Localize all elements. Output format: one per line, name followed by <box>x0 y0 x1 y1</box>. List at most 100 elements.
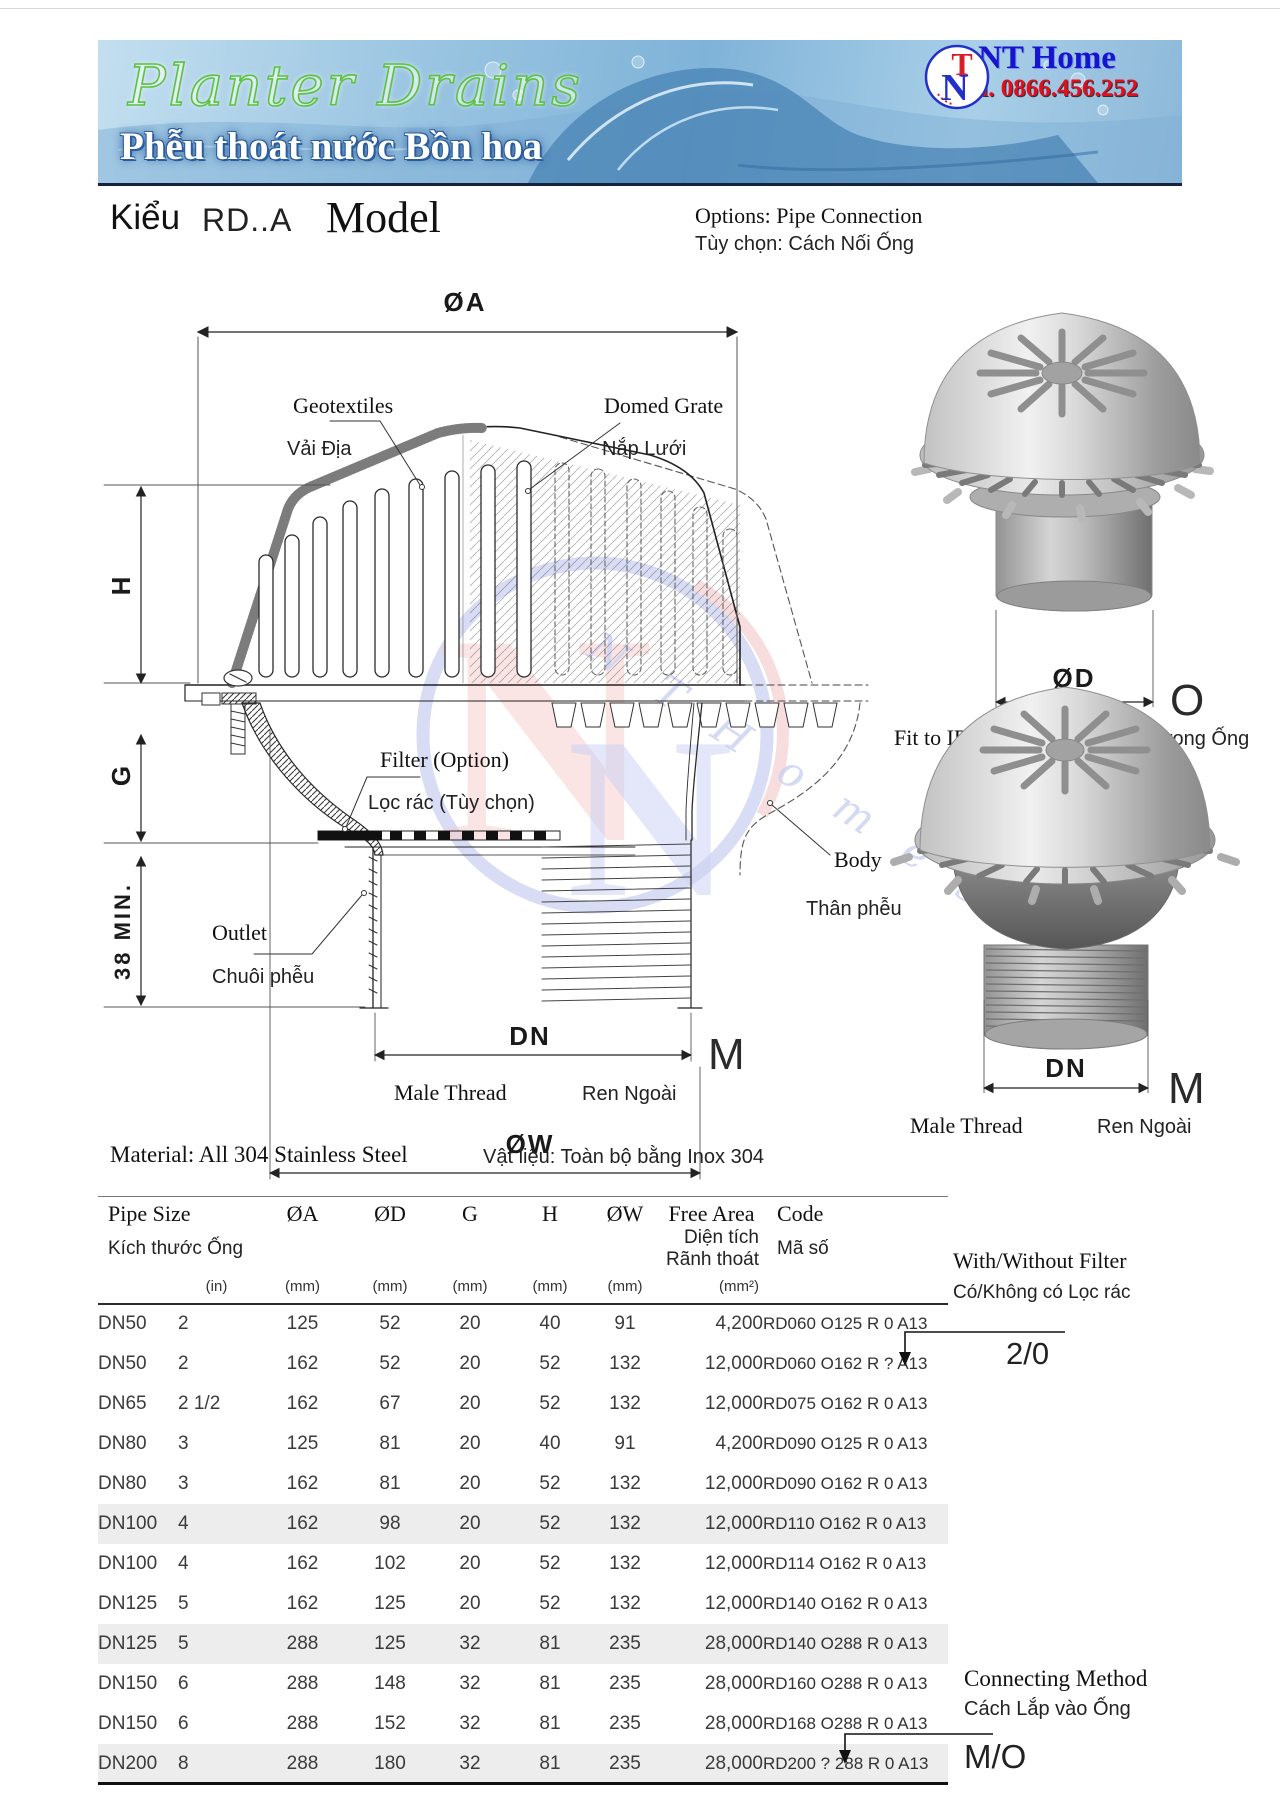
cell-inch: 8 <box>178 1752 189 1774</box>
dim-label-ow: ØW <box>506 1129 555 1159</box>
cell-inch: 5 <box>178 1592 189 1614</box>
cell-g: 20 <box>459 1512 481 1534</box>
cell-g: 32 <box>459 1752 481 1774</box>
cell-g: 20 <box>459 1592 481 1614</box>
cell-inch: 2 <box>178 1313 189 1335</box>
nt-home-logo-icon: T N <box>924 44 990 110</box>
clamp-bolt <box>201 669 257 755</box>
cell-d: 180 <box>374 1752 406 1774</box>
cell-w: 132 <box>609 1552 641 1574</box>
model-code: RD..A <box>202 202 293 238</box>
col-pipe-size: Pipe Size <box>108 1201 191 1226</box>
col-free-area: Free Area <box>668 1201 755 1226</box>
connect-note-vi: Cách Lắp vào Ống <box>964 1698 1131 1720</box>
cell-area: 28,000 <box>704 1672 763 1694</box>
model-label-en: Model <box>326 193 441 242</box>
unit-mm-g: (mm) <box>430 1270 510 1305</box>
cell-h: 52 <box>539 1512 561 1534</box>
cell-d: 152 <box>374 1712 406 1734</box>
cell-code: RD140 O162 R 0 A13 <box>763 1593 928 1613</box>
filter-en: Filter (Option) <box>380 747 509 772</box>
marker-o: O <box>1170 676 1204 725</box>
cell-w: 235 <box>609 1712 641 1734</box>
cell-a: 162 <box>286 1392 319 1414</box>
cell-g: 20 <box>459 1352 481 1374</box>
connect-note-value: M/O <box>964 1738 1027 1775</box>
cell-d: 81 <box>379 1432 401 1454</box>
cell-inch: 2 <box>178 1352 189 1374</box>
male-thread-vi: Ren Ngoài <box>582 1083 677 1105</box>
cell-g: 20 <box>459 1472 481 1494</box>
domed-grate-vi: Nắp Lưới <box>602 437 686 460</box>
marker-m2: M <box>1168 1064 1205 1113</box>
free-area-vi-line1: Diện tích <box>684 1227 759 1248</box>
col-oa: ØA <box>286 1201 319 1226</box>
brand-name: NT Home <box>978 40 1116 76</box>
spec-row: DN50 2 162 52 20 52 132 12,000 RD060 O162 R ? A1… <box>98 1344 948 1384</box>
cell-dn: DN125 <box>98 1632 158 1654</box>
cell-a: 288 <box>286 1672 319 1694</box>
cell-d: 148 <box>374 1672 406 1694</box>
cell-a: 162 <box>286 1552 319 1574</box>
cell-d: 52 <box>379 1352 401 1374</box>
male-thread-en: Male Thread <box>394 1080 507 1105</box>
cell-h: 81 <box>539 1632 561 1654</box>
cell-inch: 4 <box>178 1552 189 1574</box>
cell-a: 162 <box>286 1592 319 1614</box>
cell-w: 235 <box>609 1752 641 1774</box>
cell-h: 81 <box>539 1752 561 1774</box>
cell-w: 132 <box>609 1352 641 1374</box>
cell-code: RD090 O125 R 0 A13 <box>763 1433 928 1453</box>
cell-g: 20 <box>459 1392 481 1414</box>
cell-h: 81 <box>539 1712 561 1734</box>
technical-diagram: N N N T H o m e s ØA <box>103 287 1249 1180</box>
cell-inch: 3 <box>178 1432 189 1454</box>
cell-a: 162 <box>286 1512 319 1534</box>
logo-letter-n: N <box>941 67 968 109</box>
spec-row: DN150 6 288 152 32 81 235 28,000 RD168 O288 R 0 … <box>98 1704 948 1744</box>
cell-dn: DN150 <box>98 1712 158 1734</box>
outlet-en: Outlet <box>212 920 267 945</box>
cell-code: RD160 O288 R 0 A13 <box>763 1673 928 1693</box>
grate-slots-left <box>258 460 532 678</box>
dim-label-dn2: DN <box>1045 1053 1087 1083</box>
cell-dn: DN50 <box>98 1352 147 1374</box>
product-render-spigot: ØD O Fit to ID of Pipe Lắp vào Trong Ống <box>894 312 1249 750</box>
material-en: Material: All 304 Stainless Steel <box>110 1142 408 1167</box>
cell-area: 12,000 <box>704 1512 763 1534</box>
spec-table-body: DN50 2 125 52 20 40 91 4,200 RD060 O125 R 0 A13 D… <box>98 1304 948 1784</box>
cell-a: 162 <box>286 1472 319 1494</box>
cell-dn: DN50 <box>98 1313 147 1335</box>
cell-a: 162 <box>286 1352 319 1374</box>
filter-note-en: With/Without Filter <box>953 1248 1127 1273</box>
cell-code: RD168 O288 R 0 A13 <box>763 1713 928 1733</box>
cell-h: 52 <box>539 1392 561 1414</box>
cell-dn: DN200 <box>98 1752 158 1774</box>
cell-code: RD110 O162 R 0 A13 <box>763 1513 927 1533</box>
col-ow: ØW <box>606 1201 644 1226</box>
cell-code: RD075 O162 R 0 A13 <box>763 1393 928 1413</box>
cell-code: RD060 O162 R ? A13 <box>763 1353 928 1373</box>
cell-area: 28,000 <box>704 1752 763 1774</box>
cell-h: 52 <box>539 1472 561 1494</box>
cell-dn: DN80 <box>98 1472 147 1494</box>
cell-area: 12,000 <box>704 1352 763 1374</box>
spec-row: DN125 5 162 125 20 52 132 12,000 RD140 O162 R 0 … <box>98 1584 948 1624</box>
units-row: (in) (mm) (mm) (mm) (mm) (mm) (mm²) <box>98 1270 948 1305</box>
filter-note-value: 2/0 <box>1006 1336 1050 1371</box>
logo-letter-t: T <box>951 46 972 82</box>
col-code-vi: Mã số <box>777 1237 829 1259</box>
banner-subtitle: Phễu thoát nước Bồn hoa <box>120 125 543 168</box>
male-thread2-en: Male Thread <box>910 1113 1023 1138</box>
cell-area: 4,200 <box>715 1432 763 1454</box>
spec-table: Pipe Size ØA ØD G H ØW Free Area Code Kí… <box>98 1196 948 1784</box>
cell-area: 12,000 <box>704 1552 763 1574</box>
col-free-area-vi: Diện tích Rãnh thoát <box>660 1227 763 1271</box>
material-vi: Vật liệu: Toàn bộ bằng Inox 304 <box>483 1146 764 1168</box>
cell-dn: DN150 <box>98 1672 158 1694</box>
filter-vi: Lọc rác (Tùy chọn) <box>368 792 535 814</box>
dim-label-38min: 38 MIN. <box>110 882 135 980</box>
unit-mm-a: (mm) <box>255 1270 350 1305</box>
cell-w: 91 <box>614 1432 636 1454</box>
cell-g: 32 <box>459 1672 481 1694</box>
